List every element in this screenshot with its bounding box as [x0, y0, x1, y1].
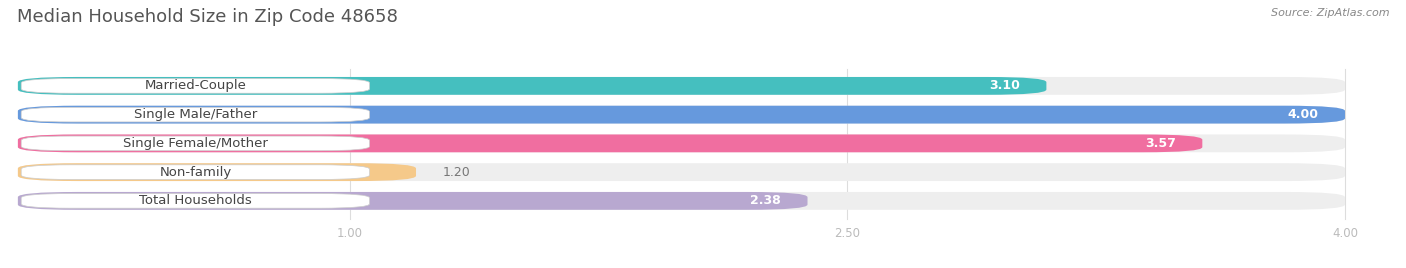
- FancyBboxPatch shape: [18, 77, 1046, 95]
- Text: 2.38: 2.38: [751, 194, 780, 207]
- FancyBboxPatch shape: [18, 135, 1202, 152]
- Text: Single Female/Mother: Single Female/Mother: [122, 137, 267, 150]
- Text: Non-family: Non-family: [159, 166, 232, 179]
- FancyBboxPatch shape: [18, 135, 1346, 152]
- FancyBboxPatch shape: [21, 165, 370, 180]
- FancyBboxPatch shape: [21, 107, 370, 122]
- FancyBboxPatch shape: [18, 163, 416, 181]
- FancyBboxPatch shape: [18, 106, 1346, 124]
- Text: 1.20: 1.20: [443, 166, 470, 179]
- Text: Total Households: Total Households: [139, 194, 252, 207]
- Text: 3.57: 3.57: [1144, 137, 1175, 150]
- FancyBboxPatch shape: [18, 192, 807, 210]
- Text: Single Male/Father: Single Male/Father: [134, 108, 257, 121]
- Text: Married-Couple: Married-Couple: [145, 79, 246, 92]
- Text: Source: ZipAtlas.com: Source: ZipAtlas.com: [1271, 8, 1389, 18]
- FancyBboxPatch shape: [21, 136, 370, 151]
- FancyBboxPatch shape: [18, 77, 1346, 95]
- FancyBboxPatch shape: [21, 193, 370, 208]
- FancyBboxPatch shape: [21, 79, 370, 93]
- FancyBboxPatch shape: [18, 192, 1346, 210]
- Text: 3.10: 3.10: [988, 79, 1019, 92]
- Text: 4.00: 4.00: [1288, 108, 1319, 121]
- FancyBboxPatch shape: [18, 163, 1346, 181]
- FancyBboxPatch shape: [18, 106, 1346, 124]
- Text: Median Household Size in Zip Code 48658: Median Household Size in Zip Code 48658: [17, 8, 398, 26]
